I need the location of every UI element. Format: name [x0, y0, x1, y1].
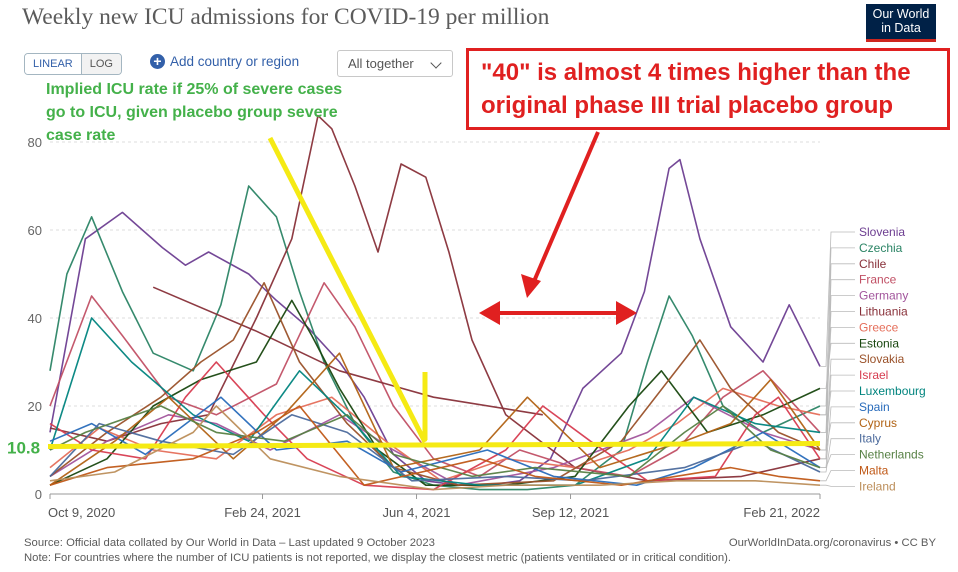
legend-item-germany[interactable]: Germany: [859, 289, 908, 303]
series-line-slovakia[interactable]: [49, 282, 821, 486]
implied-icu-note: Implied ICU rate if 25% of severe cases …: [46, 81, 343, 144]
x-tick-label: Feb 21, 2022: [743, 505, 820, 520]
legend-item-france[interactable]: France: [859, 273, 897, 287]
mode-select-value: All together: [348, 56, 414, 71]
legend-item-cyprus[interactable]: Cyprus: [859, 416, 897, 430]
threshold-line: [47, 440, 821, 449]
series-line-malta[interactable]: [49, 405, 821, 486]
y-tick-label: 60: [28, 223, 42, 238]
legend-connector: [820, 295, 855, 451]
owid-link[interactable]: OurWorldInData.org/coronavirus • CC BY: [728, 537, 936, 549]
note-text: Note: For countries where the number of …: [24, 552, 732, 564]
legend-item-estonia[interactable]: Estonia: [859, 336, 899, 350]
legend-connector: [820, 358, 855, 451]
legend-item-israel[interactable]: Israel: [859, 368, 888, 382]
series-line-ireland[interactable]: [49, 405, 821, 491]
legend-item-czechia[interactable]: Czechia: [859, 241, 903, 255]
logo-line2: in Data: [881, 21, 921, 35]
legend-connector: [820, 231, 855, 367]
series-line-czechia[interactable]: [49, 185, 821, 491]
legend-item-malta[interactable]: Malta: [859, 464, 889, 478]
logo-line1: Our World: [872, 7, 930, 21]
threshold-label: 10.8: [7, 438, 40, 457]
callout-line1: "40" is almost 4 times higher than the: [481, 59, 911, 86]
series-line-israel[interactable]: [49, 361, 821, 491]
legend-item-lithuania[interactable]: Lithuania: [859, 305, 908, 319]
legend-connector: [820, 470, 855, 482]
linear-scale-button[interactable]: LINEAR: [25, 54, 82, 74]
callout-box: "40" is almost 4 times higher than the o…: [466, 48, 950, 130]
legend-connector: [820, 263, 855, 460]
chart-title: Weekly new ICU admissions for COVID-19 p…: [22, 4, 550, 30]
legend-connector: [820, 342, 855, 389]
plus-icon: +: [150, 54, 165, 69]
y-tick-label: 40: [28, 311, 42, 326]
legend-item-ireland[interactable]: Ireland: [859, 479, 896, 493]
x-tick-label: Sep 12, 2021: [532, 505, 609, 520]
series-line-italy[interactable]: [49, 414, 821, 482]
legend-item-slovakia[interactable]: Slovakia: [859, 352, 905, 366]
x-tick-label: Oct 9, 2020: [48, 505, 115, 520]
legend-connector: [820, 326, 855, 416]
y-tick-label: 20: [28, 399, 42, 414]
legend-connector: [820, 374, 855, 460]
y-tick-label: 0: [35, 487, 42, 502]
red-arrow-down-shaft: [530, 131, 600, 287]
source-text: Source: Official data collated by Our Wo…: [24, 537, 435, 549]
legend-connector: [820, 311, 855, 416]
legend-connector: [820, 247, 855, 407]
legend-item-chile[interactable]: Chile: [859, 257, 887, 271]
add-country-button[interactable]: + Add country or region: [150, 54, 299, 69]
y-tick-label: 80: [28, 135, 42, 150]
x-tick-label: Feb 24, 2021: [224, 505, 301, 520]
owid-logo[interactable]: Our World in Data: [866, 4, 936, 42]
red-arrow-right-head: [616, 301, 637, 325]
legend-connector: [820, 438, 855, 473]
series-line-luxembourg[interactable]: [49, 317, 821, 486]
x-axis: Oct 9, 2020 Feb 24, 2021 Jun 4, 2021 Sep 12…: [48, 494, 821, 520]
add-country-label: Add country or region: [170, 54, 300, 69]
legend-connector: [820, 279, 855, 433]
legend-connector: [820, 390, 855, 433]
legend-item-italy[interactable]: Italy: [859, 432, 881, 446]
legend-item-slovenia[interactable]: Slovenia: [859, 225, 905, 239]
scale-toggle[interactable]: LINEAR LOG: [24, 53, 122, 75]
legend-item-luxembourg[interactable]: Luxembourg: [859, 384, 926, 398]
annotation-overlay: 10.8: [7, 131, 821, 457]
legend-connector: [820, 454, 855, 469]
callout-line2: original phase III trial placebo group: [481, 92, 894, 119]
series-line-cyprus[interactable]: [49, 352, 821, 486]
mode-select[interactable]: All together: [337, 50, 453, 77]
x-tick-label: Jun 4, 2021: [383, 505, 451, 520]
series-line-lithuania[interactable]: [152, 286, 543, 416]
grid: [50, 141, 820, 495]
series-line-chile[interactable]: [49, 114, 821, 482]
legend-item-greece[interactable]: Greece: [859, 320, 899, 334]
series-line-netherlands[interactable]: [49, 405, 821, 478]
series-lines[interactable]: [49, 114, 821, 491]
legend-item-netherlands[interactable]: Netherlands: [859, 448, 924, 462]
log-scale-button[interactable]: LOG: [81, 54, 121, 74]
legend-connector: [820, 422, 855, 451]
y-axis: 0 20 40 60 80: [28, 135, 42, 502]
red-arrow-left-head: [479, 301, 500, 325]
legend-item-spain[interactable]: Spain: [859, 400, 890, 414]
red-arrow-down-head: [521, 274, 541, 298]
legend-connector: [820, 484, 855, 487]
yellow-slope-line: [267, 136, 428, 444]
legend[interactable]: Slovenia Czechia Chile France Germany Lithuan…: [820, 225, 926, 493]
